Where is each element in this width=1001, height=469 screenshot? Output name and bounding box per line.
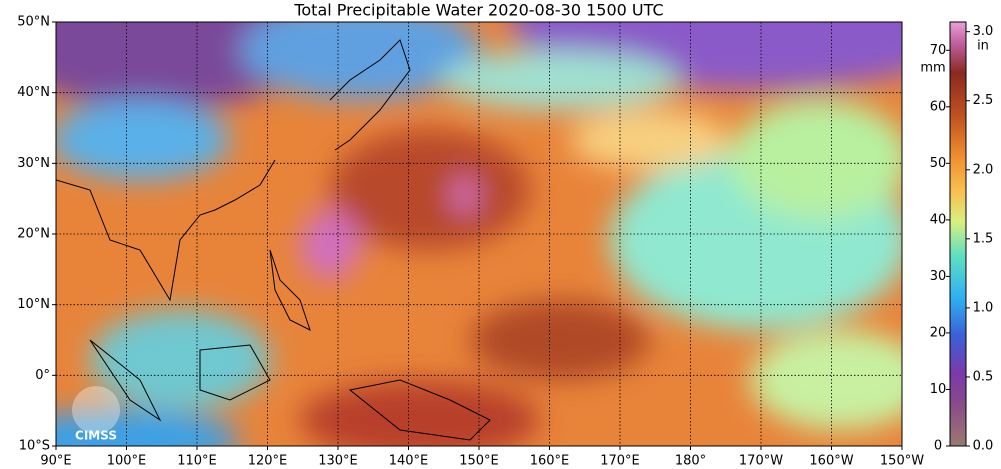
in-tick-label: 1.5	[973, 231, 994, 246]
lon-tick-label: 170°E	[600, 454, 640, 469]
in-tick-label: 2.0	[973, 162, 994, 177]
in-tick-label: 0.5	[973, 369, 994, 384]
in-tick-label: 2.5	[973, 93, 994, 108]
mm-tick-label: 30	[930, 269, 947, 284]
title: Total Precipitable Water 2020-08-30 1500…	[293, 1, 663, 20]
lon-tick-label: 90°E	[40, 454, 71, 469]
lat-tick-label: 10°S	[19, 439, 50, 454]
lon-tick-label: 110°E	[177, 454, 217, 469]
lon-tick-label: 160°E	[530, 454, 570, 469]
lon-tick-label: 180°	[675, 454, 706, 469]
lon-tick-label: 130°E	[318, 454, 358, 469]
in-tick-label: 3.0	[973, 24, 994, 39]
logo: CIMSS	[75, 429, 117, 443]
lat-tick-label: 40°N	[17, 85, 50, 100]
logo-emblem	[72, 386, 120, 434]
mm-tick-label: 20	[930, 325, 947, 340]
lon-tick-label: 170°W	[739, 454, 783, 469]
colorbar	[949, 21, 967, 447]
lon-tick-label: 150°W	[880, 454, 924, 469]
lon-tick-label: 120°E	[248, 454, 288, 469]
in-tick-label: 0.0	[973, 439, 994, 454]
mm-tick-label: 0	[934, 439, 942, 454]
colorbar-unit-in: in	[977, 39, 989, 54]
lat-tick-label: 20°N	[17, 227, 50, 242]
lat-tick-label: 50°N	[17, 15, 50, 30]
in-tick-label: 1.0	[973, 300, 994, 315]
lat-tick-label: 0°	[35, 368, 50, 383]
lon-tick-label: 140°E	[389, 454, 429, 469]
mm-tick-label: 60	[930, 99, 947, 114]
mm-tick-label: 50	[930, 156, 947, 171]
lon-tick-label: 100°E	[107, 454, 147, 469]
lon-tick-label: 150°E	[459, 454, 499, 469]
mm-tick-label: 40	[930, 212, 947, 227]
lon-tick-label: 160°W	[809, 454, 853, 469]
mm-tick-label: 10	[930, 382, 947, 397]
colorbar-unit-mm: mm	[920, 61, 945, 76]
mm-tick-label: 70	[930, 43, 947, 58]
lat-tick-label: 30°N	[17, 156, 50, 171]
lat-tick-label: 10°N	[17, 297, 50, 312]
